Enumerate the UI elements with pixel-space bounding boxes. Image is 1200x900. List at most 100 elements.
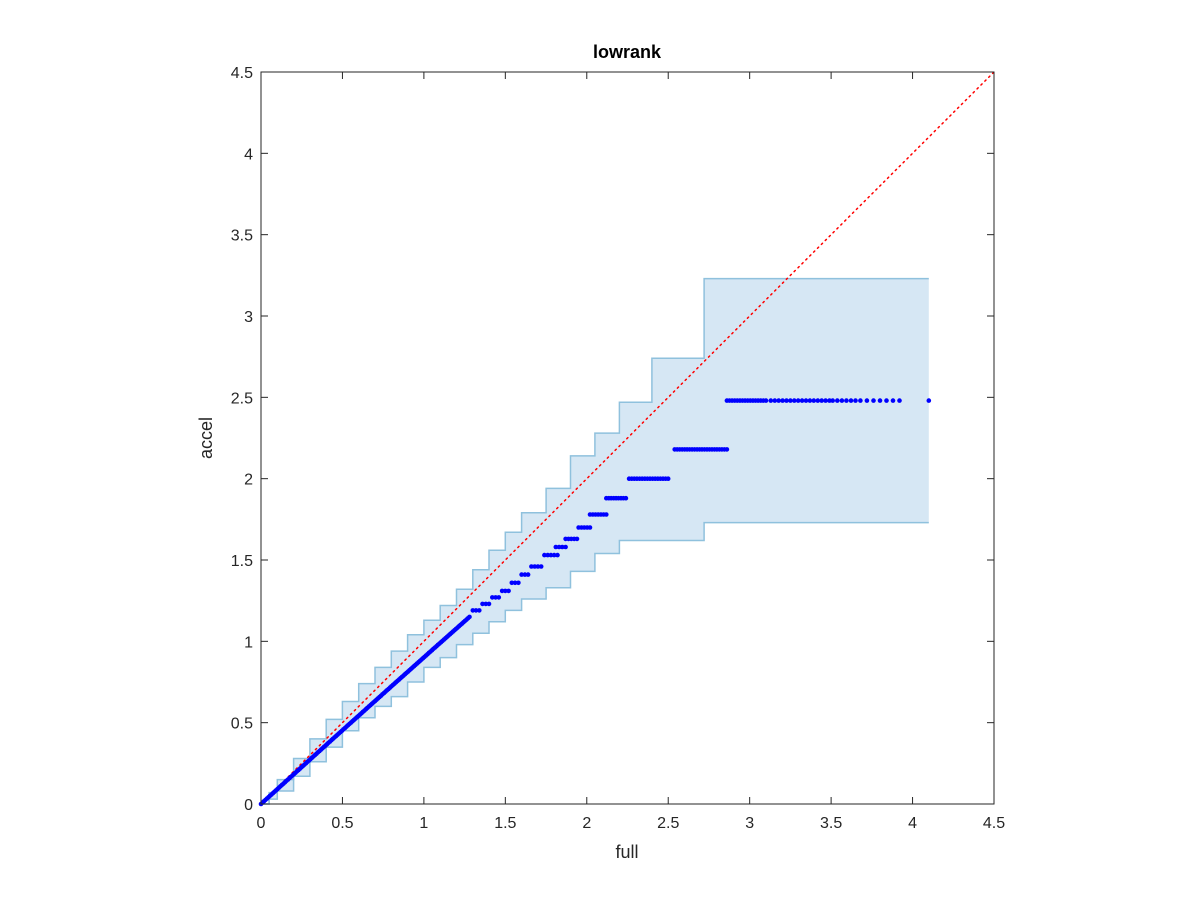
data-point: [858, 398, 863, 403]
y-axis-label: accel: [196, 417, 216, 459]
data-point: [535, 564, 541, 569]
data-point: [890, 398, 896, 403]
data-point: [811, 398, 817, 403]
data-point: [506, 588, 511, 594]
x-tick-label: 4: [908, 815, 917, 832]
data-point: [503, 588, 508, 594]
x-tick-label: 2.5: [657, 815, 679, 832]
data-point: [807, 398, 813, 403]
data-point: [542, 552, 547, 558]
data-point: [871, 398, 876, 403]
data-point: [897, 398, 902, 403]
data-point: [499, 588, 505, 594]
data-point: [516, 580, 521, 586]
data-point: [844, 398, 849, 403]
data-point: [665, 476, 671, 482]
data-point: [556, 544, 562, 550]
data-point: [623, 495, 629, 501]
data-point: [792, 398, 797, 403]
data-point: [483, 601, 489, 607]
data-point: [799, 398, 805, 403]
y-axis: 0 0.5 1 1.5 2 2.5 3 3.5 4 4.5: [231, 65, 994, 814]
data-point: [830, 398, 835, 403]
data-point: [795, 398, 801, 403]
y-tick-label: 4.5: [231, 65, 253, 82]
band-lower-edge: [261, 521, 929, 805]
x-tick-label: 4.5: [983, 815, 1005, 832]
x-tick-label: 3: [745, 815, 754, 832]
data-point: [884, 398, 889, 403]
x-axis: 0 0.5 1 1.5 2 2.5 3 3.5 4 4.5: [257, 72, 1005, 832]
data-point: [548, 552, 554, 558]
data-point: [819, 398, 824, 403]
data-point: [480, 601, 485, 607]
data-point: [551, 552, 557, 558]
y-tick-label: 2.5: [231, 390, 253, 407]
band-upper-edge: [261, 277, 929, 805]
data-point: [877, 398, 883, 403]
y-tick-label: 1.5: [231, 553, 253, 570]
data-point: [486, 601, 492, 607]
data-point: [848, 398, 854, 403]
x-tick-label: 1: [419, 815, 428, 832]
x-tick-label: 2: [582, 815, 591, 832]
data-point: [788, 398, 793, 403]
data-points: [258, 398, 932, 807]
data-point: [780, 398, 785, 403]
x-tick-label: 0.5: [331, 815, 353, 832]
y-tick-label: 3: [244, 309, 253, 326]
reference-line: [260, 71, 995, 805]
data-point: [772, 398, 778, 403]
data-point: [477, 608, 482, 613]
data-point: [574, 536, 580, 542]
data-point: [538, 564, 544, 569]
plot-frame: [260, 71, 995, 805]
data-point: [490, 595, 495, 600]
data-point: [768, 398, 774, 403]
data-point: [776, 398, 781, 403]
data-point: [835, 398, 840, 403]
data-point: [545, 552, 550, 558]
confidence-band: [261, 277, 929, 805]
data-point: [555, 552, 560, 558]
data-point: [512, 580, 518, 586]
data-point: [853, 398, 858, 403]
data-point: [532, 564, 537, 569]
y-tick-label: 2: [244, 472, 253, 489]
y-tick-label: 4: [244, 146, 253, 163]
x-tick-label: 1.5: [494, 815, 516, 832]
data-point: [522, 572, 528, 577]
y-tick-label: 3.5: [231, 228, 253, 245]
data-point: [724, 447, 730, 452]
data-point: [467, 614, 472, 620]
data-point: [553, 544, 559, 550]
data-point: [803, 398, 809, 403]
y-tick-label: 0.5: [231, 716, 253, 733]
data-point: [864, 398, 870, 403]
data-point: [496, 595, 502, 600]
data-point: [509, 580, 515, 586]
data-point: [493, 595, 498, 600]
band-fill: [261, 278, 929, 805]
data-point: [587, 525, 593, 530]
data-point: [815, 398, 821, 403]
chart-title: lowrank: [593, 42, 662, 62]
data-point: [763, 398, 769, 403]
data-point: [560, 544, 565, 550]
data-point: [784, 398, 789, 403]
data-point: [519, 572, 524, 577]
x-tick-label: 0: [257, 815, 266, 832]
data-point: [563, 544, 568, 550]
x-tick-label: 3.5: [820, 815, 842, 832]
reference-diagonal: [260, 71, 995, 805]
data-point: [473, 608, 479, 613]
data-point: [839, 398, 845, 403]
data-point: [823, 398, 828, 403]
data-point: [827, 398, 832, 403]
y-tick-label: 1: [244, 634, 253, 651]
y-tick-label: 0: [244, 797, 253, 814]
data-point: [525, 572, 531, 577]
data-point: [926, 398, 932, 403]
data-point: [470, 608, 476, 613]
